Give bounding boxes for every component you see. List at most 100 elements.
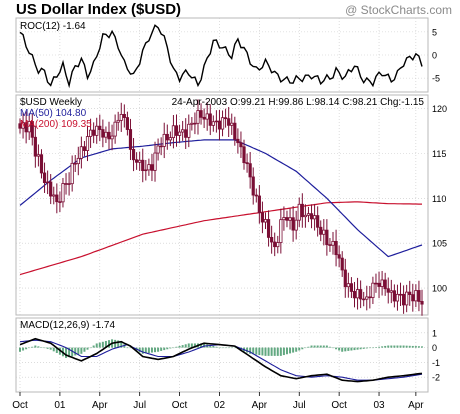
macd-histogram-bar — [224, 347, 227, 349]
macd-histogram-bar — [276, 347, 279, 356]
x-tick-label: Oct — [12, 400, 28, 411]
candle-body — [98, 125, 102, 130]
macd-histogram-bar — [295, 347, 298, 352]
macd-histogram-bar — [282, 347, 285, 356]
macd-histogram-bar — [417, 346, 420, 348]
macd-histogram-bar — [117, 340, 120, 348]
candle-body — [217, 120, 222, 130]
candle-body — [122, 113, 126, 118]
candle-body — [27, 121, 31, 133]
candle-body — [346, 283, 350, 288]
macd-histogram-bar — [181, 345, 184, 348]
macd-y-tick-label: 0 — [432, 343, 437, 353]
candle-body — [125, 117, 130, 130]
macd-histogram-bar — [209, 345, 212, 348]
macd-histogram-bar — [335, 347, 338, 350]
macd-histogram-bar — [160, 347, 163, 351]
macd-histogram-bar — [322, 345, 325, 348]
candle-body — [52, 194, 56, 197]
candle-body — [165, 133, 169, 141]
macd-histogram-bar — [80, 347, 83, 354]
macd-histogram-bar — [341, 347, 344, 352]
roc-y-tick-label: 0 — [432, 51, 437, 61]
macd-histogram-bar — [381, 346, 384, 348]
macd-histogram-bar — [233, 347, 236, 349]
macd-histogram-bar — [187, 343, 190, 348]
macd-histogram-bar — [328, 346, 331, 348]
candle-body — [248, 163, 252, 178]
legend-ma50: MA(50) 104.80 — [20, 108, 87, 119]
macd-histogram-bar — [414, 346, 417, 348]
candle-body — [150, 164, 154, 171]
macd-histogram-bar — [353, 347, 356, 351]
macd-histogram-bar — [150, 347, 153, 353]
x-axis-ticks: Oct 01 Apr Jul Oct 02 Apr Jul Oct 03 Apr — [12, 392, 424, 411]
macd-histogram-bar — [126, 347, 129, 349]
candle-body — [374, 282, 378, 285]
macd-histogram-bar — [347, 347, 350, 351]
macd-histogram-bar — [411, 345, 414, 348]
candle-body — [337, 254, 341, 259]
macd-histogram-bar — [98, 342, 101, 348]
candle-body — [30, 121, 34, 138]
macd-histogram-bar — [258, 347, 261, 356]
candle-body — [401, 293, 406, 306]
candle-body — [417, 290, 421, 302]
candle-body — [294, 219, 298, 231]
brand-watermark: @ StockCharts.com — [345, 3, 452, 17]
roc-y-tick-label: 5 — [432, 27, 437, 37]
roc-y-tick-label: -5 — [432, 74, 440, 84]
candle-body — [352, 291, 357, 299]
macd-histogram-bar — [193, 343, 196, 348]
candle-body — [73, 162, 77, 165]
roc-y-ticks: 5 0 -5 — [432, 27, 440, 83]
candle-body — [159, 145, 163, 148]
price-y-tick-label: 120 — [432, 104, 447, 114]
macd-histogram-bar — [43, 347, 46, 349]
macd-histogram-bar — [313, 345, 316, 348]
candle-body — [162, 133, 166, 147]
price-candles — [18, 99, 424, 316]
candle-body — [64, 183, 68, 185]
macd-histogram-bar — [169, 347, 172, 349]
macd-histogram-bar — [175, 346, 178, 348]
candle-body — [220, 117, 225, 130]
macd-histogram-bar — [52, 347, 55, 352]
candle-body — [168, 137, 172, 141]
macd-histogram-bar — [144, 347, 147, 354]
candle-body — [334, 240, 338, 256]
candle-body — [395, 293, 400, 302]
price-quote: 24-Apr-2003 O:99.21 H:99.86 L:98.14 C:98… — [172, 97, 425, 108]
macd-histogram-bar — [77, 347, 80, 355]
macd-histogram-bar — [215, 346, 218, 348]
candle-body — [260, 212, 265, 223]
macd-histogram-bar — [19, 347, 21, 352]
candle-body — [343, 269, 347, 288]
macd-line — [19, 337, 423, 383]
candle-body — [322, 229, 326, 235]
candle-body — [153, 152, 157, 171]
macd-histogram-bar — [28, 347, 31, 349]
macd-histogram-bar — [319, 345, 322, 348]
macd-histogram-bar — [37, 346, 40, 348]
candle-body — [392, 290, 396, 302]
candle-body — [368, 296, 372, 299]
candle-body — [144, 169, 148, 172]
candle-body — [113, 121, 117, 137]
candle-body — [116, 119, 120, 123]
candle-body — [92, 129, 96, 136]
macd-histogram-bar — [147, 347, 150, 353]
macd-histogram-bar — [338, 347, 341, 351]
macd-histogram-bar — [40, 347, 43, 348]
macd-histogram-bar — [252, 347, 255, 355]
candle-body — [107, 131, 111, 140]
candle-body — [208, 113, 212, 126]
candle-body — [224, 117, 228, 120]
candle-body — [184, 129, 188, 138]
macd-histogram-bar — [141, 347, 144, 354]
candle-body — [291, 217, 295, 231]
macd-histogram-bar — [246, 347, 249, 353]
candle-body — [239, 142, 243, 148]
macd-histogram-bar — [378, 346, 381, 348]
